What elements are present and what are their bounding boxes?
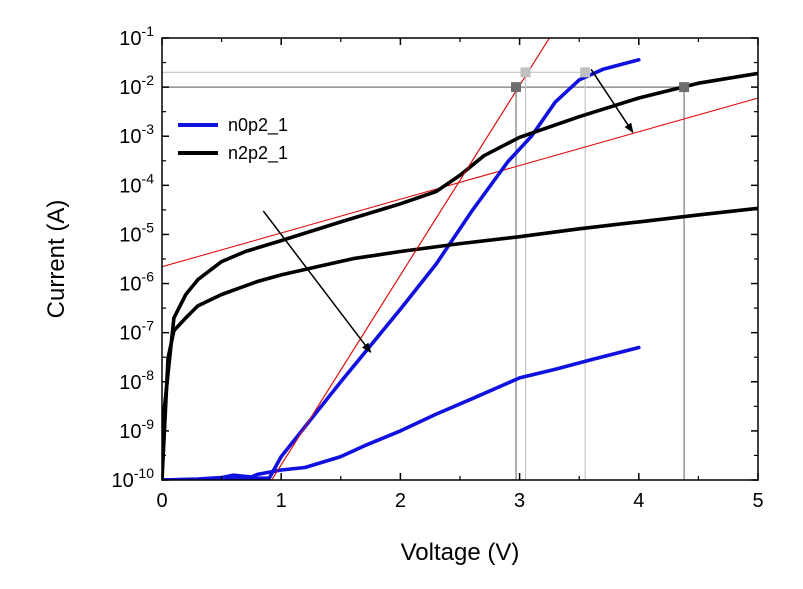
- marker-1: [679, 82, 690, 93]
- y-tick-label-4: 10-6: [119, 269, 154, 296]
- marker-0: [511, 82, 522, 93]
- y-tick-label-1: 10-9: [119, 416, 154, 443]
- legend: n0p2_1 n2p2_1: [178, 115, 288, 164]
- trend-arrow-1: [590, 68, 634, 134]
- x-tick-label-4: 4: [633, 490, 644, 512]
- legend-label-n2p2_1: n2p2_1: [228, 143, 288, 164]
- marker-2: [520, 67, 531, 78]
- x-tick-label-0: 0: [156, 490, 167, 512]
- y-tick-label-0: 10-10: [112, 465, 155, 492]
- trend-arrows: [262, 68, 634, 354]
- reference-lines: [162, 71, 685, 480]
- plot-frame: [161, 37, 759, 481]
- fit-lines: [162, 38, 758, 480]
- y-tick-label-2: 10-8: [119, 367, 154, 394]
- y-tick-label-9: 10-1: [119, 23, 154, 50]
- y-tick-label-5: 10-5: [119, 219, 154, 246]
- y-tick-label-8: 10-2: [119, 72, 154, 99]
- series-n2p2_1-curve-0: [162, 206, 758, 480]
- axis-ticks: 0 1 2 3 4 5 10-10 10-9 10-8 10-7 10-6 10-5 10-4 10-3 1…: [112, 23, 764, 512]
- x-tick-label-1: 1: [276, 490, 287, 512]
- y-tick-label-6: 10-4: [119, 170, 154, 197]
- x-tick-label-2: 2: [395, 490, 406, 512]
- x-tick-label-5: 5: [752, 490, 763, 512]
- y-tick-label-3: 10-7: [119, 318, 154, 345]
- y-tick-label-7: 10-3: [119, 121, 154, 148]
- x-axis-title: Voltage (V): [401, 539, 520, 566]
- y-axis-title: Current (A): [43, 200, 70, 319]
- fit-line-overlay: [271, 38, 550, 480]
- trend-arrow-0: [262, 210, 372, 354]
- fit-line-1: [162, 97, 758, 268]
- marker-3: [580, 67, 591, 78]
- series-n2p2_1-curve-1: [162, 71, 758, 433]
- data-series: [162, 38, 758, 480]
- series-n0p2_1-curve-1: [162, 58, 641, 480]
- intersection-markers: [511, 67, 690, 93]
- x-tick-label-3: 3: [514, 490, 525, 512]
- series-n0p2_1-curve-0: [162, 345, 641, 480]
- legend-label-n0p2_1: n0p2_1: [228, 115, 288, 136]
